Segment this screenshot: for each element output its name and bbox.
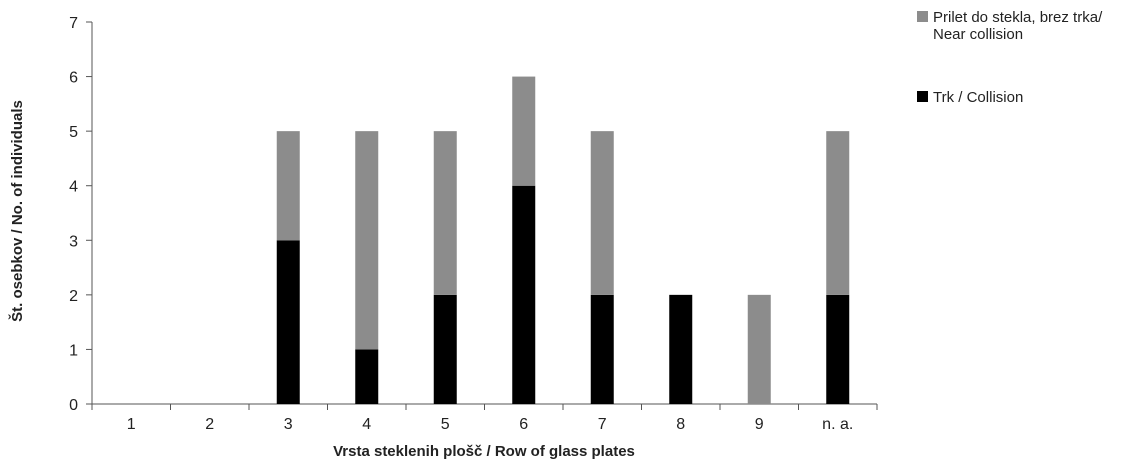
legend-label-near-collision: Near collision <box>933 26 1023 43</box>
bar-collision <box>355 349 379 404</box>
bar-near-collision <box>433 131 457 295</box>
y-axis-ticks: 0 1 2 3 4 5 6 7 <box>69 15 92 414</box>
legend-swatch-near-collision <box>917 11 928 22</box>
legend-label-near-collision: Prilet do stekla, brez trka/ <box>933 9 1103 26</box>
x-tick-label: 7 <box>598 416 607 433</box>
bar-collision <box>669 294 693 404</box>
x-tick-label: n. a. <box>822 416 853 433</box>
x-tick-label: 9 <box>755 416 764 433</box>
bar-collision <box>433 294 457 404</box>
x-tick-label: 5 <box>441 416 450 433</box>
bar-near-collision <box>355 131 379 350</box>
x-tick-label: 3 <box>284 416 293 433</box>
y-axis-title: Št. osebkov / No. of individuals <box>8 100 26 322</box>
y-tick-label: 7 <box>69 15 78 32</box>
bar-near-collision <box>590 131 614 295</box>
bars <box>276 76 850 404</box>
bar-collision <box>590 294 614 404</box>
bar-collision <box>276 240 300 404</box>
x-tick-label: 8 <box>676 416 685 433</box>
x-tick-label: 2 <box>205 416 214 433</box>
legend-label-collision: Trk / Collision <box>933 89 1023 106</box>
bar-near-collision <box>747 294 771 404</box>
x-tick-label: 1 <box>127 416 136 433</box>
x-axis-title: Vrsta steklenih plošč / Row of glass pla… <box>333 443 635 460</box>
y-tick-label: 3 <box>69 233 78 250</box>
bar-near-collision <box>276 131 300 241</box>
y-tick-label: 6 <box>69 70 78 87</box>
bar-near-collision <box>512 76 536 186</box>
bar-collision <box>826 294 850 404</box>
y-tick-label: 4 <box>69 179 78 196</box>
x-tick-label: 4 <box>362 416 371 433</box>
y-tick-label: 2 <box>69 288 78 305</box>
bar-collision <box>512 185 536 404</box>
legend: Prilet do stekla, brez trka/Near collisi… <box>917 9 1103 106</box>
x-tick-label: 6 <box>519 416 528 433</box>
y-tick-label: 5 <box>69 124 78 141</box>
x-axis-ticks: 1 2 3 4 5 6 7 8 9 n. a. <box>91 404 878 433</box>
bar-near-collision <box>826 131 850 295</box>
legend-swatch-collision <box>917 91 928 102</box>
y-tick-label: 0 <box>69 397 78 414</box>
y-tick-label: 1 <box>69 342 78 359</box>
